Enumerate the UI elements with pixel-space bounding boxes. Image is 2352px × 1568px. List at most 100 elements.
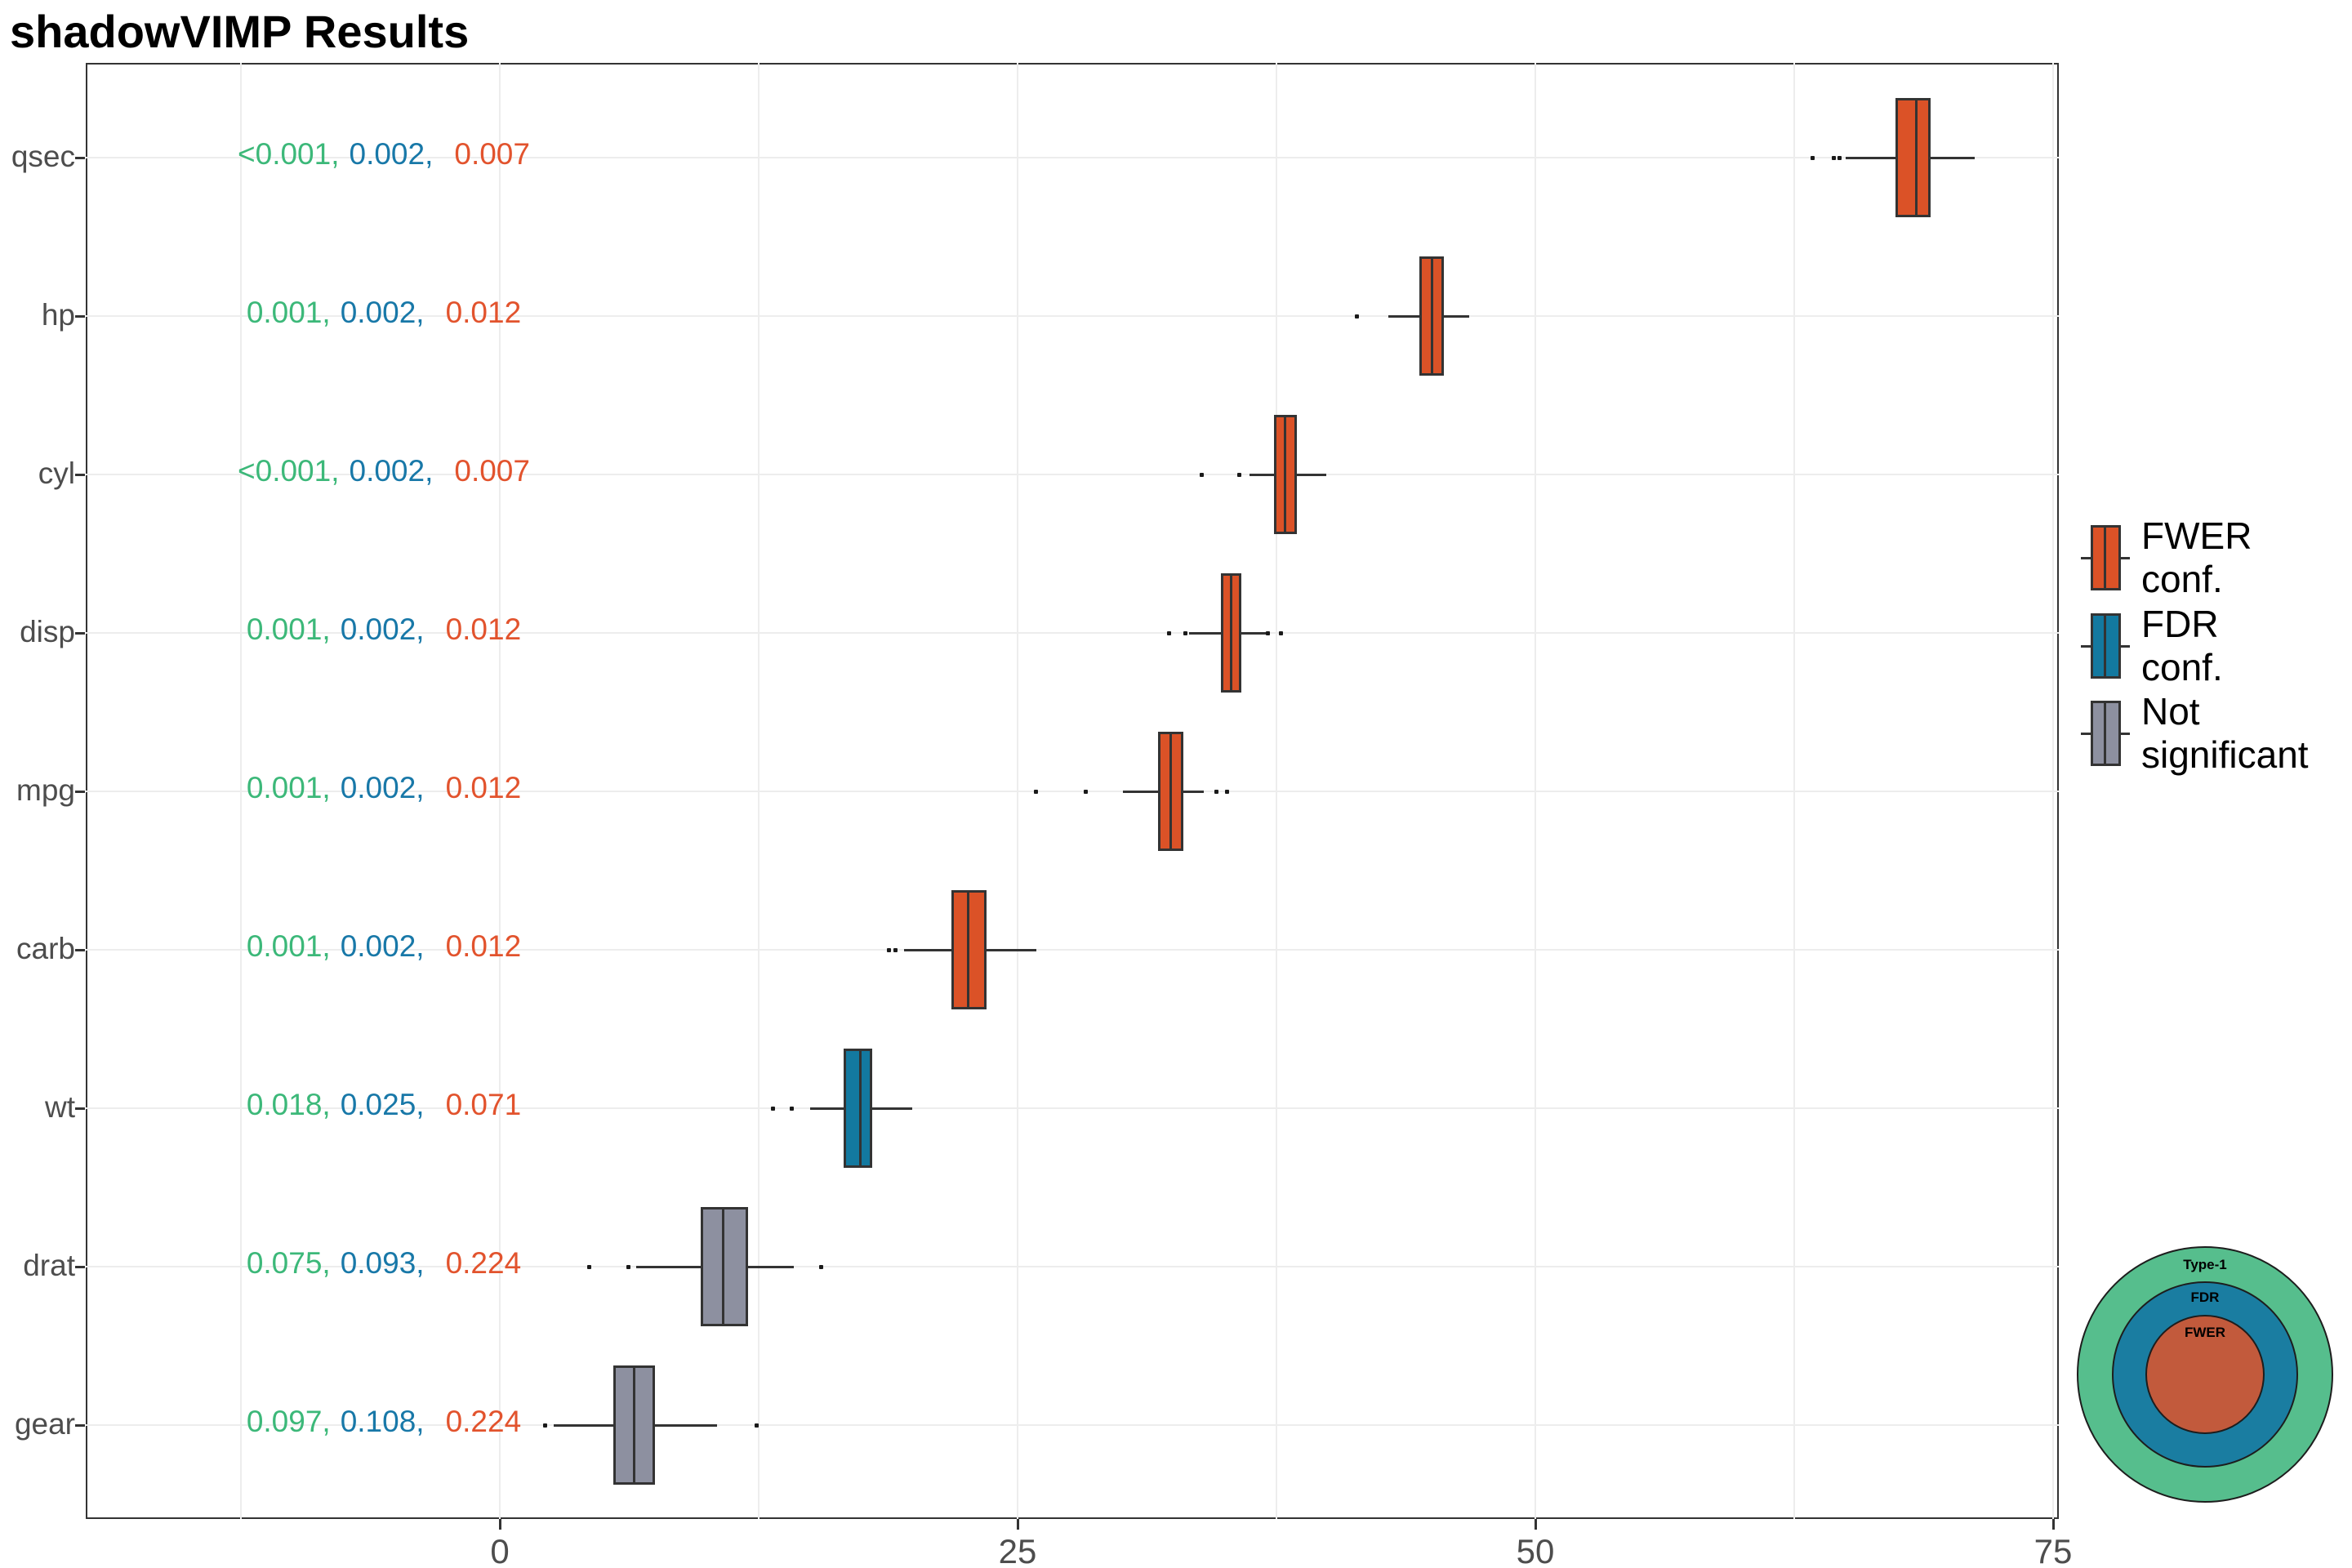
y-axis-label-qsec: qsec [11, 140, 75, 173]
gridline-horizontal [86, 1424, 2059, 1426]
pvalue-value: 0.224 [445, 1405, 522, 1438]
y-axis-label-hp: hp [41, 298, 75, 332]
outlier-point [586, 1264, 591, 1269]
venn-circle-fwer [2145, 1315, 2265, 1434]
pvalue-value: 0.001, [246, 296, 331, 329]
page-title: shadowVIMP Results [10, 6, 470, 57]
pvalue-value: 0.012 [445, 296, 522, 329]
gridline-vertical [240, 63, 242, 1519]
x-axis-label: 50 [1516, 1532, 1555, 1568]
pvalue-value: 0.002, [349, 454, 434, 488]
outlier-point [543, 1423, 548, 1428]
outlier-point [1183, 630, 1187, 635]
outlier-point [1224, 789, 1229, 794]
legend-key-median-fdr [2104, 613, 2106, 679]
pvalue-label: 0.001, 0.002, 0.012 [229, 771, 539, 805]
pvalue-value: 0.097, [246, 1405, 331, 1438]
pvalue-value: 0.007 [454, 454, 530, 488]
pvalue-value: 0.224 [445, 1246, 522, 1280]
pvalue-value: 0.007 [454, 137, 530, 171]
outlier-point [818, 1264, 823, 1269]
legend-key-median-fwer [2104, 525, 2106, 590]
outlier-point [1278, 630, 1283, 635]
median-line [1283, 415, 1286, 534]
outlier-point [1831, 155, 1836, 160]
pvalue-value: 0.002, [340, 929, 425, 963]
y-axis-tick [75, 948, 85, 951]
x-axis-tick [1534, 1519, 1537, 1530]
legend-label-fwer: FWER conf. [2141, 514, 2252, 601]
gridline-vertical [1535, 63, 1536, 1519]
median-line [633, 1365, 636, 1485]
legend-label-line: Not [2141, 690, 2200, 733]
pvalue-value: 0.002, [340, 771, 425, 804]
pvalue-value: 0.002, [340, 296, 425, 329]
outlier-point [1355, 314, 1360, 318]
venn-label-fwer: FWER [2184, 1325, 2226, 1340]
pvalue-value: 0.012 [445, 612, 522, 646]
outlier-point [1266, 630, 1271, 635]
outlier-point [790, 1106, 795, 1111]
legend-label-fdr: FDR conf. [2141, 603, 2223, 689]
pvalue-value: <0.001, [238, 137, 340, 171]
pvalue-label: 0.018, 0.025, 0.071 [229, 1088, 539, 1122]
pvalue-value: 0.093, [340, 1246, 425, 1280]
outlier-point [893, 947, 898, 952]
gridline-vertical [499, 63, 501, 1519]
gridline-vertical [1793, 63, 1795, 1519]
y-axis-label-cyl: cyl [38, 457, 75, 490]
y-axis-label-wt: wt [45, 1090, 75, 1124]
median-line [966, 890, 969, 1009]
outlier-point [1034, 789, 1039, 794]
pvalue-value: 0.001, [246, 612, 331, 646]
gridline-horizontal [86, 791, 2059, 792]
median-line [858, 1049, 862, 1168]
y-axis-tick [75, 631, 85, 635]
x-axis-tick [1016, 1519, 1019, 1530]
y-axis-label-gear: gear [14, 1407, 75, 1441]
pvalue-label: 0.075, 0.093, 0.224 [229, 1246, 539, 1281]
y-axis-tick [75, 1265, 85, 1268]
outlier-point [1200, 472, 1205, 477]
legend-label-line: FDR [2141, 603, 2219, 645]
venn-label-fdr: FDR [2190, 1290, 2220, 1305]
pvalue-label: 0.097, 0.108, 0.224 [229, 1405, 539, 1439]
pvalue-value: 0.108, [340, 1405, 425, 1438]
pvalue-value: 0.071 [445, 1088, 522, 1121]
gridline-horizontal [86, 1107, 2059, 1109]
pvalue-value: 0.075, [246, 1246, 331, 1280]
legend-label-not_significant: Not significant [2141, 690, 2309, 777]
x-axis-tick [2051, 1519, 2055, 1530]
outlier-point [626, 1264, 630, 1269]
outlier-point [1236, 472, 1241, 477]
y-axis-label-disp: disp [20, 615, 75, 648]
y-axis-label-mpg: mpg [16, 773, 75, 807]
x-axis-label: 75 [2034, 1532, 2073, 1568]
median-line [1229, 573, 1232, 693]
pvalue-value: 0.018, [246, 1088, 331, 1121]
y-axis-tick [75, 1107, 85, 1110]
legend-label-line: FWER [2141, 514, 2252, 557]
legend-key-median-not_significant [2104, 701, 2106, 766]
y-axis-tick [75, 314, 85, 318]
median-line [1430, 256, 1433, 376]
gridline-horizontal [86, 474, 2059, 475]
median-line [1915, 98, 1918, 217]
x-axis-label: 25 [998, 1532, 1037, 1568]
legend-label-line: conf. [2141, 558, 2223, 600]
outlier-point [1166, 630, 1171, 635]
box-qsec [1895, 98, 1931, 217]
y-axis-label-carb: carb [16, 932, 75, 965]
outlier-point [1838, 155, 1842, 160]
gridline-vertical [2052, 63, 2054, 1519]
median-line [1169, 732, 1173, 851]
y-axis-tick [75, 473, 85, 476]
pvalue-value: 0.001, [246, 771, 331, 804]
outlier-point [754, 1423, 759, 1428]
pvalue-value: 0.012 [445, 771, 522, 804]
venn-label-type-1: Type-1 [2183, 1257, 2227, 1272]
gridline-horizontal [86, 949, 2059, 951]
y-axis-tick [75, 1423, 85, 1427]
pvalue-value: 0.002, [349, 137, 434, 171]
